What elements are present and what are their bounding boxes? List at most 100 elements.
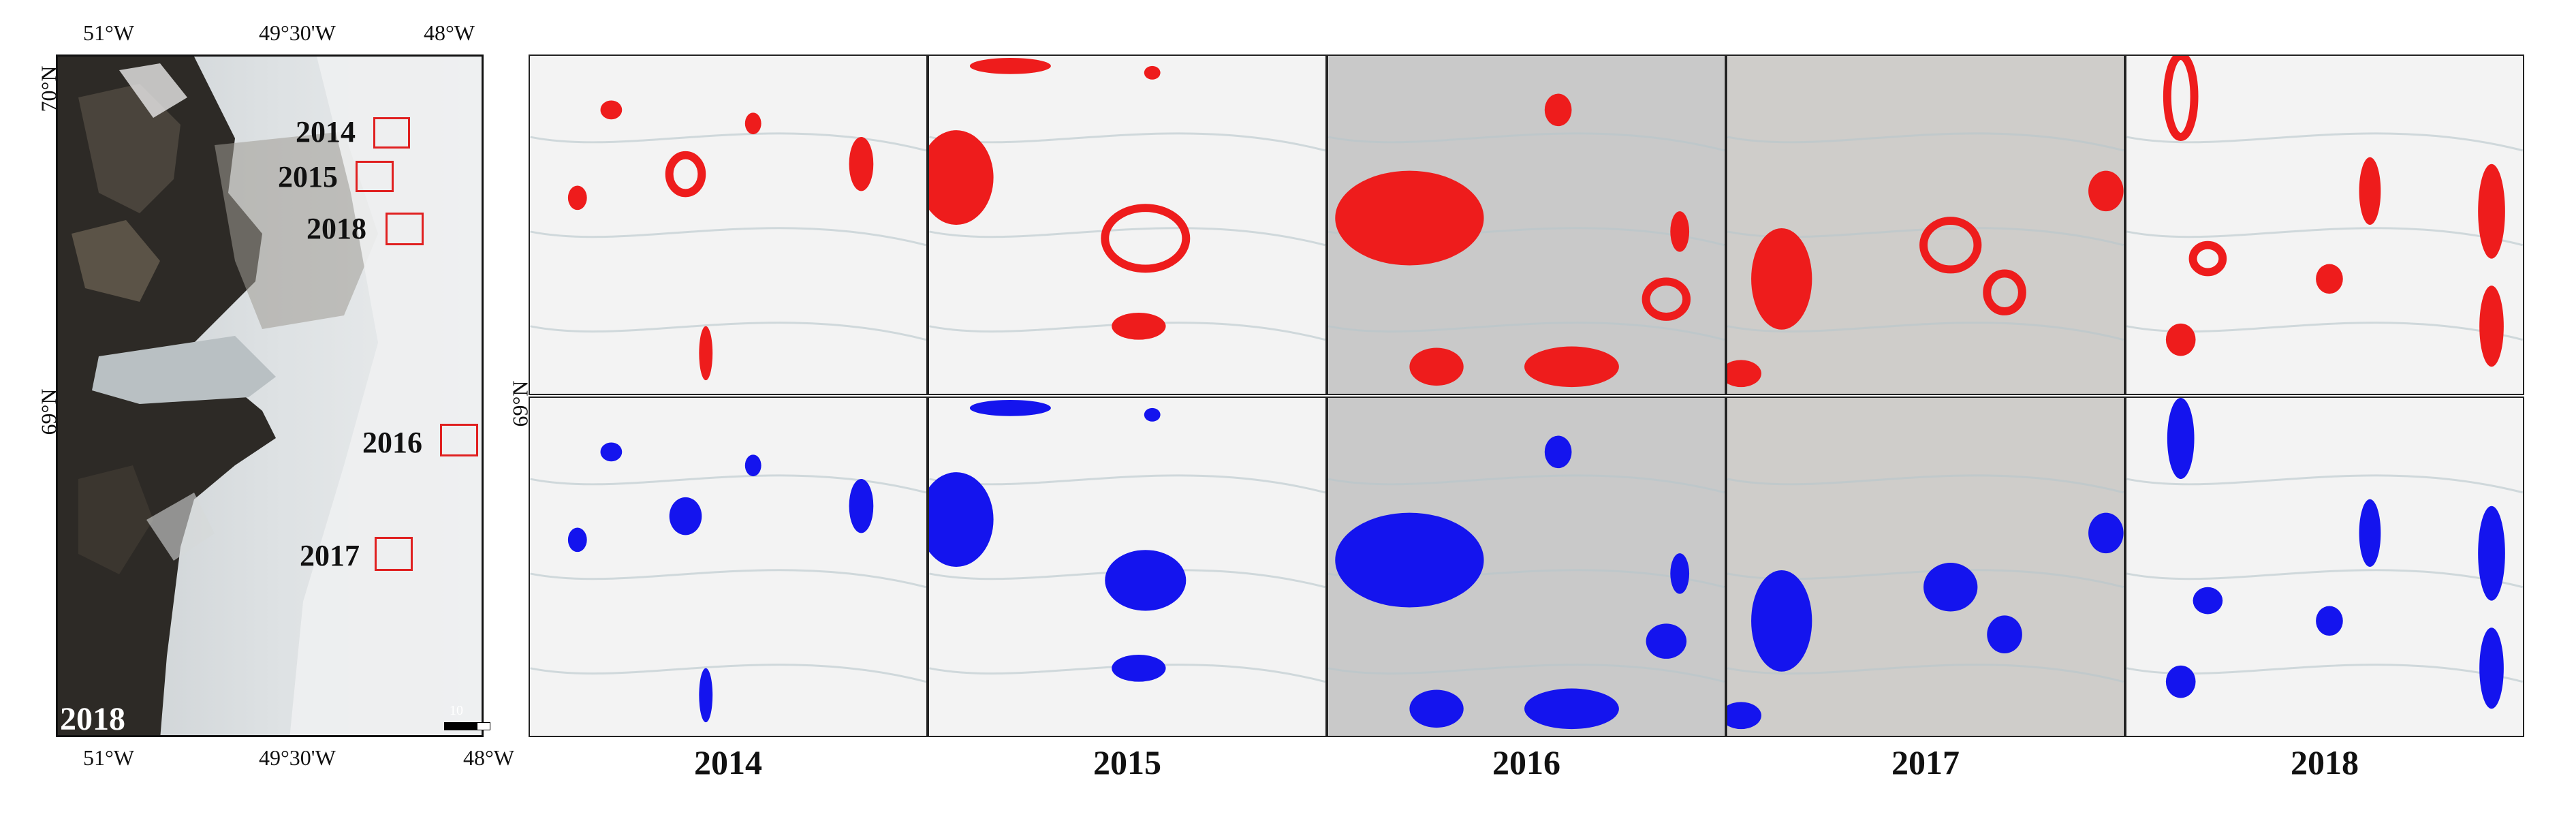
meltwater-stream [2126, 227, 2523, 247]
scale-bar-text: 10 [450, 703, 463, 718]
lake-mask-blue [567, 527, 587, 553]
lake-mask-red [2479, 285, 2504, 367]
column-year-label: 2018 [2291, 743, 2359, 781]
lake-panel [2125, 397, 2524, 737]
lake-panel [928, 397, 1327, 737]
lake-mask-blue [1646, 623, 1687, 659]
study-area-box [373, 117, 410, 149]
bottom-longitude-label: 48°W [463, 745, 514, 770]
lake-panel [928, 55, 1327, 395]
glacier-tongue [92, 336, 276, 404]
lake-mask-red [600, 100, 623, 120]
lake-mask-red [969, 57, 1051, 74]
lake-mask-red [2316, 264, 2343, 294]
lake-mask-blue [2359, 499, 2381, 567]
study-area-box [356, 161, 394, 192]
lake-mask-red [2165, 323, 2196, 356]
lake-mask-red [1101, 204, 1191, 273]
lake-mask-blue [2193, 587, 2223, 615]
lake-mask-red [1144, 65, 1161, 80]
lake-mask-blue [1409, 689, 1464, 728]
meltwater-stream [1328, 664, 1725, 683]
lake-mask-blue [2316, 606, 2343, 636]
meltwater-stream [530, 227, 926, 247]
box-year-label: 2016 [362, 426, 422, 459]
meltwater-stream [2126, 132, 2523, 152]
lake-mask-blue [1923, 563, 1978, 612]
scale-bar-segment [477, 722, 490, 730]
bottom-longitude-label: 51°W [83, 745, 134, 770]
lake-mask-blue [1112, 654, 1166, 682]
lake-mask-blue [1751, 570, 1812, 672]
meltwater-stream [929, 664, 1325, 683]
lake-mask-red [744, 112, 761, 135]
lake-mask-blue [1987, 615, 2022, 653]
lake-mask-blue [2478, 506, 2505, 601]
meltwater-stream [1727, 132, 2124, 152]
lake-mask-red [1544, 93, 1572, 127]
lake-panel [1327, 55, 1726, 395]
lake-panel [1726, 55, 2125, 395]
lake-mask-blue [699, 668, 713, 723]
box-year-label: 2014 [296, 115, 356, 149]
box-year-label: 2015 [278, 160, 338, 193]
column-year-label: 2017 [1891, 743, 1960, 781]
meltwater-stream [2126, 474, 2523, 494]
lake-mask-red [1727, 360, 1761, 388]
scale-bar [444, 722, 477, 730]
lake-mask-blue [2165, 665, 2196, 698]
lake-mask-red [1524, 346, 1619, 388]
box-year-label: 2017 [300, 539, 360, 572]
lake-mask-blue [1335, 512, 1484, 608]
meltwater-stream [1727, 664, 2124, 683]
lake-mask-blue [1105, 550, 1187, 611]
lake-mask-blue [2167, 398, 2195, 480]
overview-year-label: 2018 [60, 701, 125, 737]
study-area-box [440, 424, 478, 456]
meltwater-stream [1727, 322, 2124, 341]
lake-mask-red [1670, 211, 1690, 252]
left-latitude-label: 69°N [36, 388, 61, 435]
top-longitude-label: 51°W [83, 20, 134, 45]
meltwater-stream [530, 664, 926, 683]
meltwater-stream [1328, 322, 1725, 341]
lake-mask-blue [744, 454, 761, 477]
meltwater-stream [1328, 132, 1725, 152]
lake-mask-red [2188, 240, 2227, 277]
lake-mask-blue [849, 479, 874, 533]
column-year-label: 2015 [1093, 743, 1161, 781]
lake-mask-red [567, 185, 587, 211]
lake-panel [529, 397, 928, 737]
lake-panel [1327, 397, 1726, 737]
meltwater-stream [2126, 569, 2523, 589]
lake-mask-blue [1670, 553, 1690, 594]
lake-mask-red [2163, 56, 2199, 141]
lake-mask-red [1112, 312, 1166, 340]
lake-mask-red [929, 130, 994, 225]
lake-mask-red [1751, 228, 1812, 330]
lake-mask-red [1919, 217, 1982, 274]
lake-mask-red [1335, 170, 1484, 266]
study-area-box [375, 537, 413, 571]
column-year-label: 2016 [1492, 743, 1560, 781]
lake-mask-blue [669, 497, 702, 535]
lake-mask-blue [969, 399, 1051, 416]
lake-panel [2125, 55, 2524, 395]
lake-mask-red [2359, 157, 2381, 225]
lake-mask-red [2088, 170, 2124, 212]
column-year-label: 2014 [694, 743, 762, 781]
lake-mask-blue [2479, 627, 2504, 709]
lake-mask-red [665, 151, 706, 198]
box-year-label: 2018 [307, 212, 366, 245]
lake-mask-blue [1144, 407, 1161, 422]
study-area-box [386, 213, 424, 245]
meltwater-stream [1727, 474, 2124, 494]
lake-mask-blue [600, 442, 623, 462]
meltwater-stream [929, 322, 1325, 341]
lake-mask-blue [1544, 435, 1572, 469]
lake-mask-red [1409, 347, 1464, 386]
lake-mask-red [849, 137, 874, 191]
lake-mask-red [1983, 269, 2026, 315]
lake-mask-red [1642, 277, 1691, 321]
lake-mask-red [699, 326, 713, 381]
